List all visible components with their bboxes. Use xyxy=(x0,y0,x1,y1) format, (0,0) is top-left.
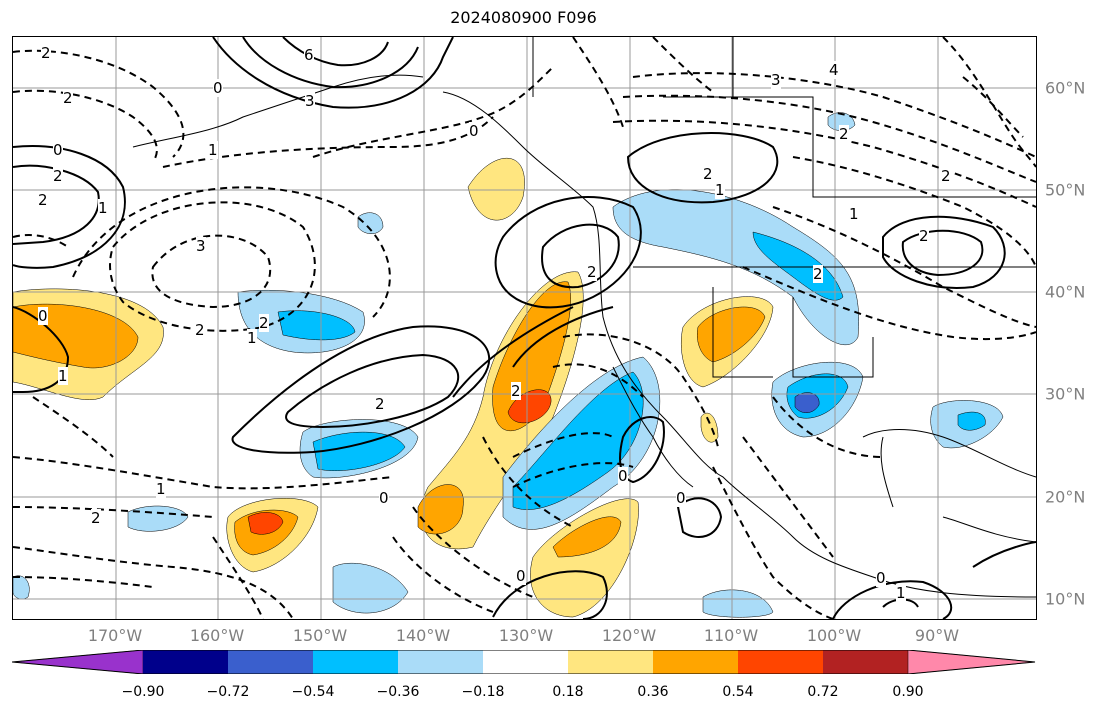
contour-label: 2 xyxy=(839,125,849,143)
contour-label: 2 xyxy=(195,321,205,339)
field-negative-strong xyxy=(277,310,356,341)
colorbar-tick: 0.90 xyxy=(892,684,924,700)
colorbar-tick: 0.54 xyxy=(722,684,754,700)
contour-label: 1 xyxy=(98,199,108,217)
field-negative xyxy=(702,589,774,618)
contour-label: 1 xyxy=(715,181,725,199)
graticule xyxy=(13,37,1036,619)
contour-label: 4 xyxy=(829,61,839,79)
field-negative-strong xyxy=(752,231,844,301)
contour-label: 1 xyxy=(156,480,166,498)
colorbar-segment xyxy=(568,650,653,674)
contour-label: 1 xyxy=(247,329,257,347)
field-positive-strong xyxy=(697,306,766,363)
colorbar-tick: −0.36 xyxy=(376,684,420,700)
colorbar-segment xyxy=(483,650,568,674)
contour-label: 0 xyxy=(876,569,886,587)
colorbar-segment xyxy=(143,650,228,674)
contour-labels: 2 6 3 0 2 1 0 3 4 2 0 2 1 3 2 2 1 2 1 2 … xyxy=(13,37,1036,619)
lon-label: 150°W xyxy=(292,626,348,645)
contour-label: 2 xyxy=(813,265,823,283)
lat-label: 20°N xyxy=(1045,487,1086,507)
field-negative xyxy=(332,563,409,614)
colorbar-segment xyxy=(313,650,398,674)
solid-contours xyxy=(13,37,1036,619)
lat-label: 60°N xyxy=(1045,78,1086,98)
lon-label: 130°W xyxy=(498,626,554,645)
lat-label: 50°N xyxy=(1045,180,1086,200)
map-canvas xyxy=(13,37,1036,619)
colorbar-tick: 0.18 xyxy=(552,684,584,700)
colorbar-segment xyxy=(228,650,313,674)
field-positive-strong xyxy=(552,516,622,558)
colorbar-tick: −0.90 xyxy=(121,684,165,700)
contour-label: 2 xyxy=(587,263,597,281)
coastlines xyxy=(132,37,1036,598)
contour-label: 3 xyxy=(771,71,781,89)
colorbar-segment xyxy=(653,650,738,674)
contour-label: 1 xyxy=(896,584,906,602)
field-positive-max xyxy=(247,512,284,535)
field-negative-strong xyxy=(957,411,986,431)
colorbar-tick: −0.18 xyxy=(461,684,505,700)
field-negative-strong xyxy=(512,371,644,510)
contour-label: 6 xyxy=(304,46,314,64)
contour-label: 2 xyxy=(53,167,63,185)
contour-label: 0 xyxy=(379,489,389,507)
lon-label: 110°W xyxy=(703,626,759,645)
contour-label: 0 xyxy=(618,467,628,485)
lon-label: 90°W xyxy=(914,626,960,645)
contour-label: 0 xyxy=(676,489,686,507)
contour-label: 2 xyxy=(919,227,929,245)
field-positive xyxy=(467,158,525,221)
field-negative xyxy=(127,505,189,532)
lon-label: 160°W xyxy=(189,626,245,645)
contour-label: 2 xyxy=(63,89,73,107)
colorbar-segment xyxy=(823,650,908,674)
contour-label: 0 xyxy=(53,141,63,159)
contour-label: 3 xyxy=(196,237,206,255)
map-title: 2024080900 F096 xyxy=(450,8,597,27)
contour-label: 2 xyxy=(703,165,713,183)
contour-label: 0 xyxy=(213,79,223,97)
field-negative-strong xyxy=(312,431,406,471)
contour-label: 2 xyxy=(38,191,48,209)
contour-label: 2 xyxy=(511,382,521,400)
lat-label: 30°N xyxy=(1045,384,1086,404)
contour-label: 2 xyxy=(941,167,951,185)
colorbar-segment xyxy=(398,650,483,674)
contour-label: 0 xyxy=(469,122,479,140)
contour-label: 3 xyxy=(305,92,315,110)
colorbar-tick: −0.54 xyxy=(291,684,335,700)
colorbar-tick: 0.72 xyxy=(807,684,839,700)
contour-label: 2 xyxy=(259,314,269,332)
contour-label: 0 xyxy=(38,307,48,325)
lon-label: 120°W xyxy=(601,626,657,645)
contour-label: 2 xyxy=(41,44,51,62)
field-negative xyxy=(13,575,30,600)
lon-label: 100°W xyxy=(806,626,862,645)
lat-label: 10°N xyxy=(1045,589,1086,609)
field-negative-max xyxy=(794,392,820,413)
lat-label: 40°N xyxy=(1045,282,1086,302)
contour-label: 2 xyxy=(91,509,101,527)
field-negative xyxy=(612,189,859,346)
lon-label: 170°W xyxy=(87,626,143,645)
colorbar-segment xyxy=(12,650,144,674)
field-negative xyxy=(357,212,384,234)
colorbar-segment xyxy=(907,650,1036,674)
colorbar-tick: −0.72 xyxy=(206,684,250,700)
colorbar-tick: 0.36 xyxy=(637,684,669,700)
contour-label: 1 xyxy=(58,367,68,385)
map-panel: 2 6 3 0 2 1 0 3 4 2 0 2 1 3 2 2 1 2 1 2 … xyxy=(12,36,1037,620)
contour-label: 2 xyxy=(375,395,385,413)
colorbar-segment xyxy=(738,650,823,674)
contour-label: 1 xyxy=(849,205,859,223)
colorbar xyxy=(12,650,1036,674)
contour-label: 0 xyxy=(516,567,526,585)
lon-label: 140°W xyxy=(395,626,451,645)
contour-label: 1 xyxy=(208,141,218,159)
